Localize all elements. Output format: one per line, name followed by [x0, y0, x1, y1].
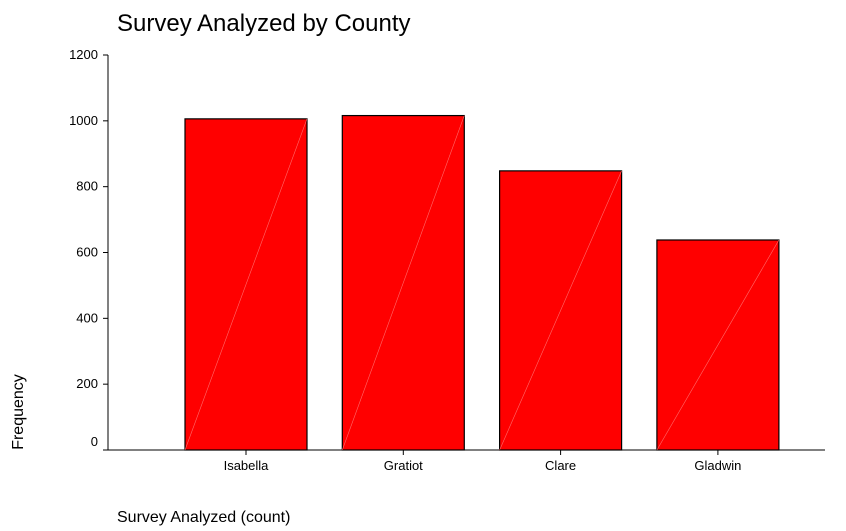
bar-highlight	[342, 115, 465, 451]
x-tick-label: Isabella	[224, 458, 270, 473]
y-axis-label: Frequency	[10, 374, 27, 450]
chart-title: Survey Analyzed by County	[117, 10, 411, 37]
plot-area: 0 200 400 600 800 1000 1200 Isabella Gratiot Clar…	[69, 47, 825, 473]
x-tick-label: Clare	[545, 458, 576, 473]
bar-highlight	[184, 118, 308, 451]
y-tick-label: 800	[76, 179, 98, 194]
y-tick-label: 1200	[69, 47, 98, 62]
bar-highlight	[656, 239, 780, 451]
y-tick-label: 200	[76, 376, 98, 391]
y-tick-label: 0	[91, 434, 98, 449]
x-tick-label: Gratiot	[384, 458, 423, 473]
y-tick-label: 1000	[69, 113, 98, 128]
x-axis-label: Survey Analyzed (count)	[117, 509, 290, 526]
y-tick-label: 600	[76, 245, 98, 260]
bar-highlight	[499, 170, 622, 451]
y-tick-label: 400	[76, 310, 98, 325]
x-tick-label: Gladwin	[694, 458, 741, 473]
